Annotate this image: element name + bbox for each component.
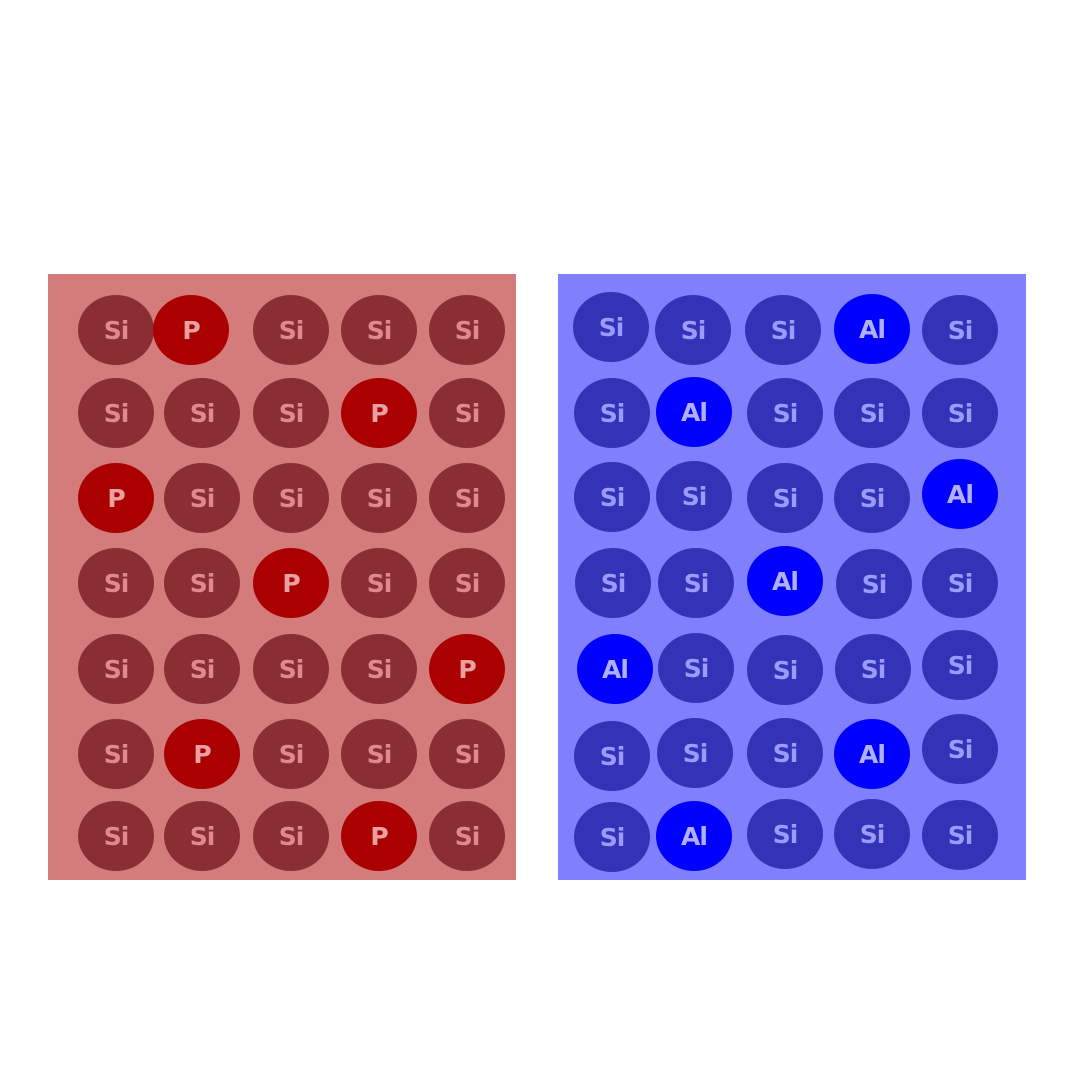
dopant-atom: P <box>341 801 417 871</box>
silicon-atom: Si <box>253 463 329 533</box>
silicon-atom: Si <box>164 378 240 448</box>
silicon-atom: Si <box>429 719 505 789</box>
silicon-atom: Si <box>922 378 998 448</box>
dopant-atom: Al <box>747 546 823 616</box>
silicon-atom: Si <box>747 718 823 788</box>
dopant-atom: P <box>78 463 154 533</box>
silicon-atom: Si <box>745 295 821 365</box>
silicon-atom: Si <box>922 630 998 700</box>
silicon-atom: Si <box>429 801 505 871</box>
silicon-atom: Si <box>573 292 649 362</box>
silicon-atom: Si <box>922 800 998 870</box>
silicon-atom: Si <box>574 721 650 791</box>
silicon-atom: Si <box>164 801 240 871</box>
silicon-atom: Si <box>341 295 417 365</box>
silicon-atom: Si <box>834 799 910 869</box>
dopant-atom: Al <box>834 719 910 789</box>
silicon-atom: Si <box>253 295 329 365</box>
silicon-atom: Si <box>658 548 734 618</box>
silicon-atom: Si <box>835 634 911 704</box>
silicon-atom: Si <box>836 549 912 619</box>
silicon-atom: Si <box>341 463 417 533</box>
silicon-atom: Si <box>253 634 329 704</box>
al-doped-silicon-panel: Si Si Si Al Si Si Al Si Si Si Si Si Si Si Al Si Si Al Si Si… <box>558 274 1026 880</box>
silicon-atom: Si <box>747 463 823 533</box>
silicon-atom: Si <box>341 634 417 704</box>
silicon-atom: Si <box>747 799 823 869</box>
silicon-atom: Si <box>574 462 650 532</box>
silicon-atom: Si <box>834 378 910 448</box>
dopant-atom: Al <box>656 377 732 447</box>
silicon-atom: Si <box>575 548 651 618</box>
silicon-atom: Si <box>341 548 417 618</box>
silicon-atom: Si <box>574 378 650 448</box>
silicon-atom: Si <box>253 719 329 789</box>
silicon-atom: Si <box>253 378 329 448</box>
silicon-atom: Si <box>429 295 505 365</box>
silicon-atom: Si <box>164 634 240 704</box>
silicon-atom: Si <box>747 635 823 705</box>
silicon-atom: Si <box>655 295 731 365</box>
dopant-atom: Al <box>922 459 998 529</box>
silicon-atom: Si <box>834 463 910 533</box>
p-doped-silicon-panel: Si P Si Si Si Si Si Si P Si P Si Si Si Si Si Si P Si Si Si Si… <box>48 274 516 880</box>
dopant-atom: P <box>153 295 229 365</box>
silicon-atom: Si <box>429 463 505 533</box>
silicon-atom: Si <box>78 634 154 704</box>
silicon-atom: Si <box>922 295 998 365</box>
silicon-atom: Si <box>78 295 154 365</box>
dopant-atom: P <box>164 719 240 789</box>
silicon-atom: Si <box>922 714 998 784</box>
silicon-atom: Si <box>78 378 154 448</box>
dopant-atom: P <box>253 548 329 618</box>
silicon-atom: Si <box>922 548 998 618</box>
silicon-atom: Si <box>574 802 650 872</box>
dopant-atom: Al <box>656 801 732 871</box>
silicon-atom: Si <box>78 719 154 789</box>
dopant-atom: Al <box>834 294 910 364</box>
silicon-atom: Si <box>78 548 154 618</box>
silicon-atom: Si <box>658 633 734 703</box>
silicon-atom: Si <box>656 461 732 531</box>
silicon-atom: Si <box>429 548 505 618</box>
silicon-atom: Si <box>429 378 505 448</box>
dopant-atom: P <box>341 378 417 448</box>
silicon-atom: Si <box>164 463 240 533</box>
silicon-atom: Si <box>164 548 240 618</box>
silicon-atom: Si <box>253 801 329 871</box>
silicon-atom: Si <box>657 718 733 788</box>
dopant-atom: P <box>429 634 505 704</box>
silicon-atom: Si <box>78 801 154 871</box>
dopant-atom: Al <box>577 634 653 704</box>
silicon-atom: Si <box>747 378 823 448</box>
silicon-atom: Si <box>341 719 417 789</box>
